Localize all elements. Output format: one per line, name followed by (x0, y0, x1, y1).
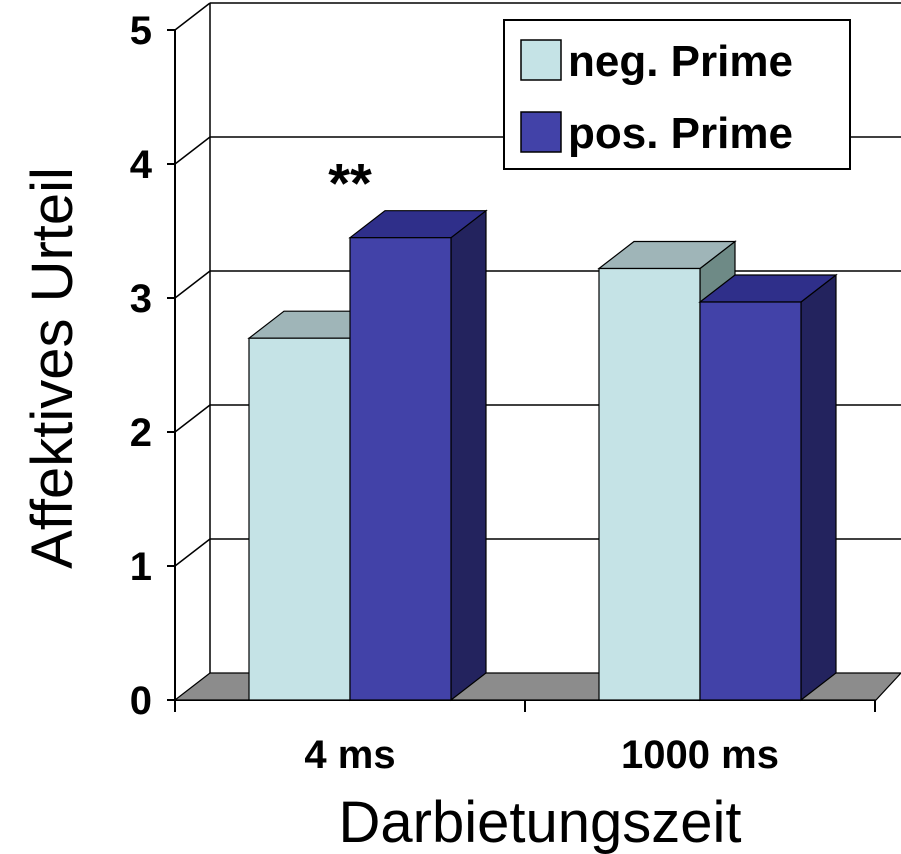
x-tick-label: 1000 ms (621, 733, 779, 777)
bar-front (349, 237, 452, 701)
y-tick-labels: 0 1 2 3 4 5 (130, 9, 153, 723)
y-axis-title: Affektives Urteil (20, 167, 85, 569)
gridline-diagonal (174, 2, 211, 31)
bars (247, 209, 838, 702)
gridline-diagonal (174, 136, 211, 165)
x-tick-labels: 4 ms 1000 ms (304, 733, 779, 777)
bar-front (699, 301, 802, 701)
gridline-diagonal (174, 270, 211, 299)
bar-front (248, 337, 351, 701)
y-tick-label: 0 (130, 679, 152, 723)
x-tick-label: 4 ms (304, 733, 395, 777)
bar-side (800, 273, 837, 702)
y-tick-label: 2 (130, 411, 152, 455)
gridline-diagonal (174, 538, 211, 567)
x-axis-title: Darbietungszeit (339, 790, 742, 854)
y-tick-label: 1 (130, 545, 152, 589)
bar-posprime-1 (698, 273, 838, 702)
bar-front (598, 267, 701, 701)
legend: neg. Prime pos. Prime (503, 19, 851, 170)
y-tick-label: 5 (130, 9, 152, 53)
y-tick-label: 3 (130, 277, 152, 321)
legend-label-neg-prime: neg. Prime (568, 37, 793, 86)
gridline-diagonal (174, 404, 211, 433)
annotations: ** (328, 152, 372, 215)
legend-swatch-neg-prime (520, 39, 562, 81)
legend-label-pos-prime: pos. Prime (568, 109, 793, 158)
bar-side (450, 209, 487, 702)
y-tick-label: 4 (130, 143, 153, 187)
legend-swatch-pos-prime (520, 111, 562, 153)
bar-posprime-0 (348, 209, 488, 702)
significance-annotation: ** (328, 152, 372, 215)
